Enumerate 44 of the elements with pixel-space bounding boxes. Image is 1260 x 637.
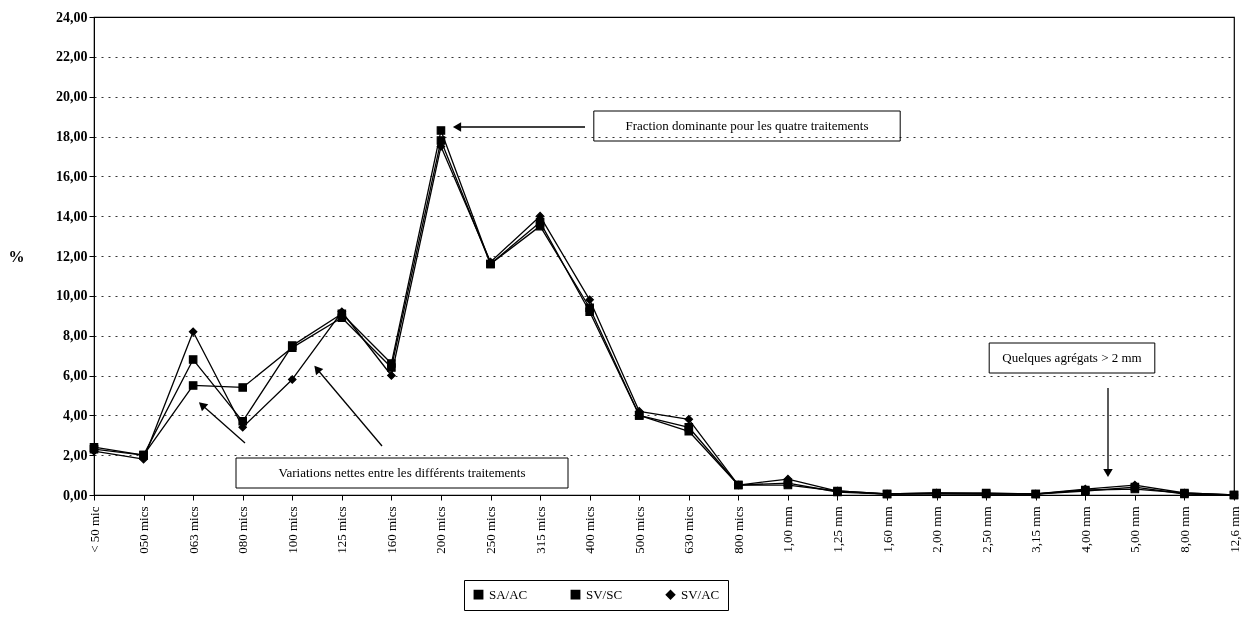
x-tick-label: 2,50 mm [978, 506, 994, 553]
x-tick-label: 315 mics [532, 506, 548, 554]
y-tick-label: 16,00 [56, 168, 88, 184]
x-tick-label: 5,00 mm [1127, 506, 1143, 553]
y-tick-label: 6,00 [63, 368, 88, 383]
x-tick-label: 4,00 mm [1077, 506, 1093, 553]
x-tick-label: 3,15 mm [1028, 506, 1044, 553]
y-tick-label: 10,00 [56, 288, 88, 304]
y-tick-label: 18,00 [56, 129, 88, 144]
x-tick-label: 12,6 mm [1226, 506, 1242, 553]
x-tick-label: 800 mics [730, 506, 746, 554]
x-tick-label: 8,00 mm [1176, 506, 1192, 553]
legend-label: SV/AC [681, 586, 720, 602]
x-tick-label: 1,00 mm [780, 506, 796, 553]
y-tick-label: 20,00 [56, 89, 88, 105]
x-tick-label: 250 mics [483, 506, 499, 554]
x-tick-label: 160 mics [383, 506, 399, 554]
x-tick-label: 125 mics [334, 506, 350, 554]
y-tick-label: 14,00 [56, 208, 88, 224]
x-tick-label: 050 mics [136, 506, 152, 554]
annotation: Fraction dominante pour les quatre traitements [625, 118, 869, 133]
y-tick-label: 8,00 [63, 328, 88, 344]
y-tick-label: 12,00 [56, 248, 88, 264]
x-tick-label: 080 mics [235, 506, 251, 554]
legend-label: SA/AC [489, 586, 528, 602]
x-tick-label: 400 mics [582, 506, 598, 554]
y-tick-label: 4,00 [63, 407, 88, 423]
y-tick-label: 0,00 [63, 487, 88, 503]
x-tick-label: 630 mics [681, 506, 697, 554]
x-tick-label: < 50 mic [86, 506, 102, 553]
x-tick-label: 500 mics [631, 506, 647, 554]
y-tick-label: 2,00 [63, 447, 88, 463]
x-tick-label: 1,60 mm [879, 506, 895, 553]
y-axis-title: % [8, 247, 25, 265]
x-tick-label: 200 mics [433, 506, 449, 554]
x-tick-label: 1,25 mm [829, 506, 845, 553]
annotation: Quelques agrégats > 2 mm [1002, 350, 1142, 365]
x-tick-label: 063 mics [185, 506, 201, 554]
annotation: Variations nettes entre les différents traitements [278, 465, 526, 480]
legend-label: SV/SC [586, 586, 623, 602]
x-tick-label: 100 mics [284, 506, 300, 554]
y-tick-label: 24,00 [56, 9, 88, 25]
x-tick-label: 2,00 mm [929, 506, 945, 553]
y-tick-label: 22,00 [56, 49, 88, 65]
